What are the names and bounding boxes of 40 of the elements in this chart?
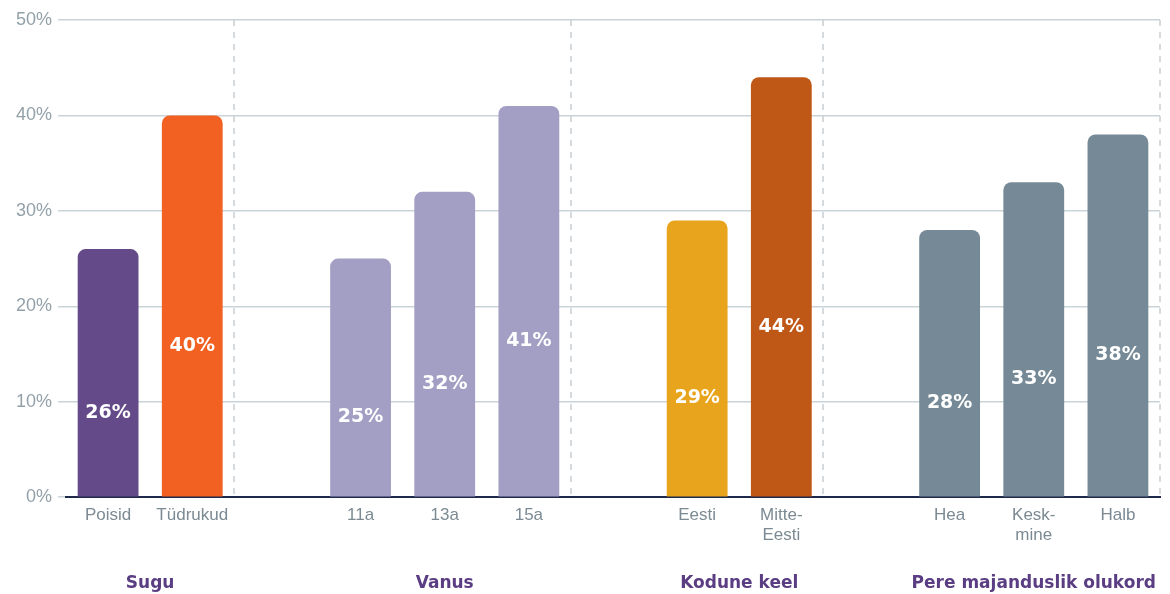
data-label: 28% xyxy=(926,390,973,413)
x-tick-label: Halb xyxy=(1100,505,1136,525)
text: Kodune keel xyxy=(680,572,799,592)
bar xyxy=(1087,134,1149,497)
data-label: 25% xyxy=(337,404,384,427)
text: Pere majanduslik olukord xyxy=(911,572,1156,592)
x-tick-label: Mitte-Eesti xyxy=(760,505,803,545)
data-label: 33% xyxy=(1011,366,1057,389)
x-tick-label: 11a xyxy=(347,505,375,525)
data-label: 29% xyxy=(674,385,720,408)
x-tick-label: 15a xyxy=(514,505,544,525)
x-tick-label: Kesk-mine xyxy=(1012,505,1056,545)
bar xyxy=(330,258,391,497)
y-tick-label: 40% xyxy=(16,104,53,125)
text: Vanus xyxy=(415,572,474,592)
data-label: 38% xyxy=(1095,342,1141,365)
x-tick-label: Eesti xyxy=(678,505,717,525)
data-label: 41% xyxy=(506,328,552,351)
y-tick-label: 0% xyxy=(26,486,53,507)
y-tick-label: 30% xyxy=(16,199,53,220)
text: Sugu xyxy=(125,572,175,592)
data-label: 44% xyxy=(758,313,805,336)
bar xyxy=(1003,182,1065,497)
bar xyxy=(161,115,223,497)
x-tick-label: 13a xyxy=(430,505,460,525)
bar xyxy=(919,229,981,497)
x-tick-label: Tüdrukud xyxy=(156,505,229,525)
data-label: 32% xyxy=(421,371,468,394)
bar xyxy=(414,191,476,497)
data-label: 26% xyxy=(85,399,131,422)
bar xyxy=(498,105,560,497)
y-tick-label: 50% xyxy=(16,8,53,29)
data-label: 40% xyxy=(169,332,215,355)
bar xyxy=(666,220,728,497)
bar xyxy=(750,77,812,497)
bar xyxy=(77,249,139,497)
y-tick-label: 20% xyxy=(16,295,53,316)
y-tick-label: 10% xyxy=(16,390,53,411)
x-tick-label: Hea xyxy=(934,505,966,525)
x-tick-label: Poisid xyxy=(84,505,132,525)
